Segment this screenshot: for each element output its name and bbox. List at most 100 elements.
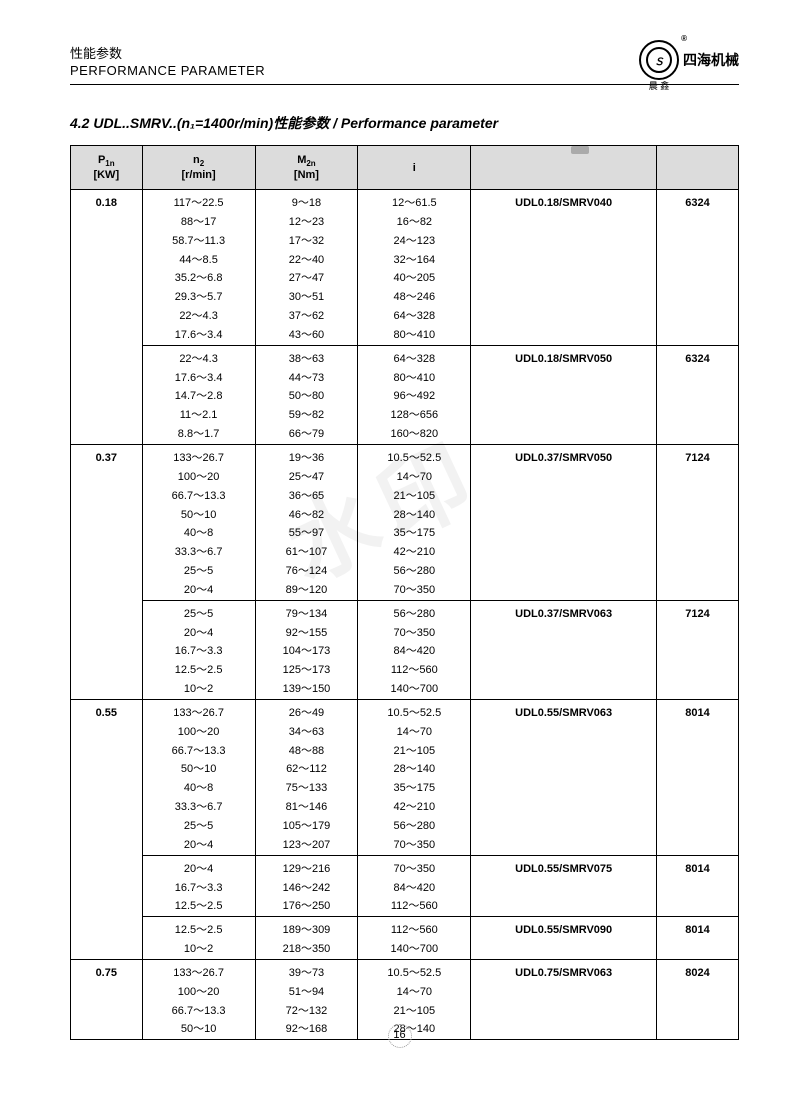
cell-torque: 46～82: [255, 506, 358, 525]
cell-ratio: 140～700: [358, 680, 471, 699]
cell-torque: 176～250: [255, 897, 358, 916]
cell-code: 6324: [657, 345, 739, 444]
col-header-power: P1n[KW]: [71, 146, 143, 190]
cell-speed: 12.5～2.5: [142, 917, 255, 940]
cell-torque: 61～107: [255, 543, 358, 562]
cell-model: UDL0.55/SMRV063: [471, 699, 657, 855]
cell-speed: 17.6～3.4: [142, 326, 255, 345]
cell-torque: 48～88: [255, 742, 358, 761]
cell-ratio: 28～140: [358, 760, 471, 779]
cell-ratio: 24～123: [358, 232, 471, 251]
cell-power: 0.37: [71, 444, 143, 699]
cell-ratio: 21～105: [358, 487, 471, 506]
cell-model: UDL0.18/SMRV050: [471, 345, 657, 444]
brand-name: 四海机械: [683, 50, 739, 70]
gearbox-icon: [543, 152, 585, 180]
cell-torque: 92～155: [255, 624, 358, 643]
cell-speed: 133～26.7: [142, 444, 255, 467]
col-header-code: [657, 146, 739, 190]
cell-speed: 40～8: [142, 779, 255, 798]
cell-model: UDL0.37/SMRV050: [471, 444, 657, 600]
cell-torque: 36～65: [255, 487, 358, 506]
cell-speed: 35.2～6.8: [142, 269, 255, 288]
cell-speed: 50～10: [142, 506, 255, 525]
cell-ratio: 48～246: [358, 288, 471, 307]
cell-power: 0.18: [71, 190, 143, 445]
cell-model: UDL0.55/SMRV090: [471, 917, 657, 960]
cell-torque: 129～216: [255, 855, 358, 878]
col-header-ratio: i: [358, 146, 471, 190]
cell-torque: 79～134: [255, 600, 358, 623]
table-row: 0.75133～26.739～7310.5～52.5UDL0.75/SMRV06…: [71, 959, 739, 982]
cell-ratio: 160～820: [358, 425, 471, 444]
cell-ratio: 56～280: [358, 817, 471, 836]
cell-speed: 29.3～5.7: [142, 288, 255, 307]
cell-torque: 55～97: [255, 524, 358, 543]
cell-torque: 59～82: [255, 406, 358, 425]
cell-speed: 50～10: [142, 760, 255, 779]
cell-torque: 81～146: [255, 798, 358, 817]
cell-ratio: 10.5～52.5: [358, 444, 471, 467]
cell-ratio: 42～210: [358, 543, 471, 562]
cell-speed: 17.6～3.4: [142, 369, 255, 388]
cell-ratio: 14～70: [358, 723, 471, 742]
col-header-speed: n2[r/min]: [142, 146, 255, 190]
cell-ratio: 56～280: [358, 562, 471, 581]
cell-speed: 66.7～13.3: [142, 487, 255, 506]
cell-speed: 133～26.7: [142, 699, 255, 722]
cell-speed: 25～5: [142, 817, 255, 836]
cell-speed: 20～4: [142, 855, 255, 878]
cell-code: 7124: [657, 600, 739, 699]
cell-speed: 44～8.5: [142, 251, 255, 270]
cell-torque: 17～32: [255, 232, 358, 251]
cell-speed: 117～22.5: [142, 190, 255, 213]
cell-speed: 11～2.1: [142, 406, 255, 425]
cell-torque: 76～124: [255, 562, 358, 581]
cell-torque: 50～80: [255, 387, 358, 406]
performance-table: P1n[KW] n2[r/min] M2n[Nm] i 0.18117～22.5…: [70, 145, 739, 1040]
cell-model: UDL0.55/SMRV075: [471, 855, 657, 917]
cell-torque: 43～60: [255, 326, 358, 345]
cell-ratio: 40～205: [358, 269, 471, 288]
cell-torque: 218～350: [255, 940, 358, 959]
cell-speed: 25～5: [142, 562, 255, 581]
cell-speed: 88～17: [142, 213, 255, 232]
cell-speed: 22～4.3: [142, 345, 255, 368]
cell-speed: 100～20: [142, 468, 255, 487]
cell-code: 7124: [657, 444, 739, 600]
cell-torque: 27～47: [255, 269, 358, 288]
brand-logo-icon: Ｓ ® 晨 鑫: [639, 40, 679, 80]
cell-speed: 58.7～11.3: [142, 232, 255, 251]
cell-torque: 72～132: [255, 1002, 358, 1021]
cell-ratio: 70～350: [358, 855, 471, 878]
cell-code: 6324: [657, 190, 739, 346]
cell-speed: 12.5～2.5: [142, 897, 255, 916]
cell-power: 0.55: [71, 699, 143, 959]
cell-torque: 26～49: [255, 699, 358, 722]
cell-ratio: 64～328: [358, 307, 471, 326]
cell-torque: 75～133: [255, 779, 358, 798]
cell-ratio: 128～656: [358, 406, 471, 425]
table-row: 25～579～13456～280UDL0.37/SMRV0637124: [71, 600, 739, 623]
cell-ratio: 12～61.5: [358, 190, 471, 213]
table-row: 0.37133～26.719～3610.5～52.5UDL0.37/SMRV05…: [71, 444, 739, 467]
cell-torque: 39～73: [255, 959, 358, 982]
cell-ratio: 28～140: [358, 506, 471, 525]
cell-ratio: 70～350: [358, 581, 471, 600]
cell-ratio: 112～560: [358, 661, 471, 680]
cell-ratio: 16～82: [358, 213, 471, 232]
cell-torque: 38～63: [255, 345, 358, 368]
table-row: 20～4129～21670～350UDL0.55/SMRV0758014: [71, 855, 739, 878]
cell-ratio: 42～210: [358, 798, 471, 817]
cell-ratio: 21～105: [358, 742, 471, 761]
cell-torque: 44～73: [255, 369, 358, 388]
section-title: 4.2 UDL..SMRV..(n₁=1400r/min)性能参数 / Perf…: [70, 113, 739, 133]
cell-speed: 14.7～2.8: [142, 387, 255, 406]
cell-torque: 19～36: [255, 444, 358, 467]
cell-ratio: 80～410: [358, 369, 471, 388]
cell-torque: 89～120: [255, 581, 358, 600]
cell-torque: 62～112: [255, 760, 358, 779]
cell-code: 8014: [657, 855, 739, 917]
cell-speed: 16.7～3.3: [142, 642, 255, 661]
table-row: 0.55133～26.726～4910.5～52.5UDL0.55/SMRV06…: [71, 699, 739, 722]
